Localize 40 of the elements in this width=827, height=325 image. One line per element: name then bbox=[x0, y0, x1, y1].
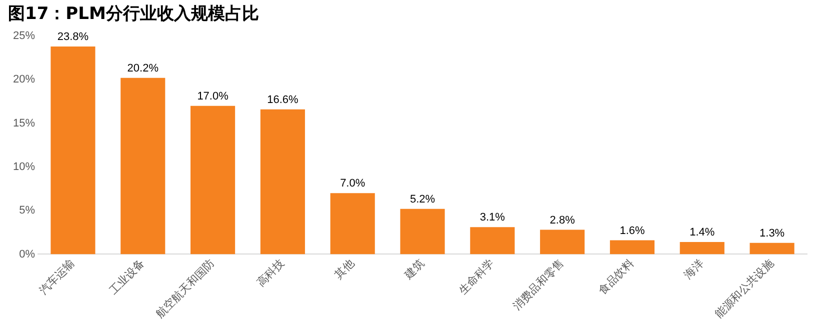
x-tick-label: 消费品和零售 bbox=[510, 256, 566, 313]
bar bbox=[50, 46, 96, 254]
y-tick-label: 0% bbox=[19, 248, 36, 260]
data-label: 2.8% bbox=[550, 214, 576, 226]
x-tick-label: 汽车运输 bbox=[36, 256, 78, 298]
x-tick-label: 建筑 bbox=[401, 256, 427, 282]
x-tick-label: 工业设备 bbox=[106, 256, 148, 298]
x-tick-label: 能源和公共设施 bbox=[712, 256, 776, 320]
data-label: 17.0% bbox=[197, 90, 229, 102]
bar bbox=[680, 242, 724, 254]
data-label: 20.2% bbox=[127, 62, 159, 74]
y-tick-label: 5% bbox=[19, 204, 36, 217]
bar bbox=[470, 227, 515, 254]
data-label: 1.6% bbox=[620, 224, 645, 237]
chart-title: 图17：PLM分行业收入规模占比 bbox=[8, 3, 259, 25]
data-label: 3.1% bbox=[480, 212, 506, 224]
x-tick-label: 高科技 bbox=[254, 256, 287, 290]
bar bbox=[540, 230, 585, 254]
bar bbox=[120, 78, 166, 254]
data-label: 23.8% bbox=[57, 31, 89, 44]
data-label: 7.0% bbox=[340, 178, 366, 190]
bar bbox=[610, 240, 655, 254]
y-tick-label: 20% bbox=[12, 74, 36, 86]
x-tick-label: 海洋 bbox=[682, 256, 706, 282]
y-tick-label: 25% bbox=[12, 30, 36, 42]
data-label: 1.3% bbox=[760, 227, 785, 240]
bar bbox=[330, 193, 375, 254]
x-tick-label: 航空航天和国防 bbox=[153, 256, 217, 320]
data-label: 1.4% bbox=[690, 226, 715, 239]
x-tick-label: 其他 bbox=[332, 256, 357, 282]
data-label: 16.6% bbox=[267, 94, 298, 106]
x-tick-label: 食品饮料 bbox=[596, 256, 636, 298]
x-tick-label: 生命科学 bbox=[456, 256, 497, 298]
data-label: 5.2% bbox=[410, 193, 436, 206]
bar bbox=[260, 109, 305, 254]
bar bbox=[400, 208, 445, 254]
bar bbox=[190, 106, 236, 254]
y-tick-label: 15% bbox=[12, 117, 36, 130]
y-tick-label: 10% bbox=[12, 160, 36, 173]
bar bbox=[750, 242, 794, 254]
